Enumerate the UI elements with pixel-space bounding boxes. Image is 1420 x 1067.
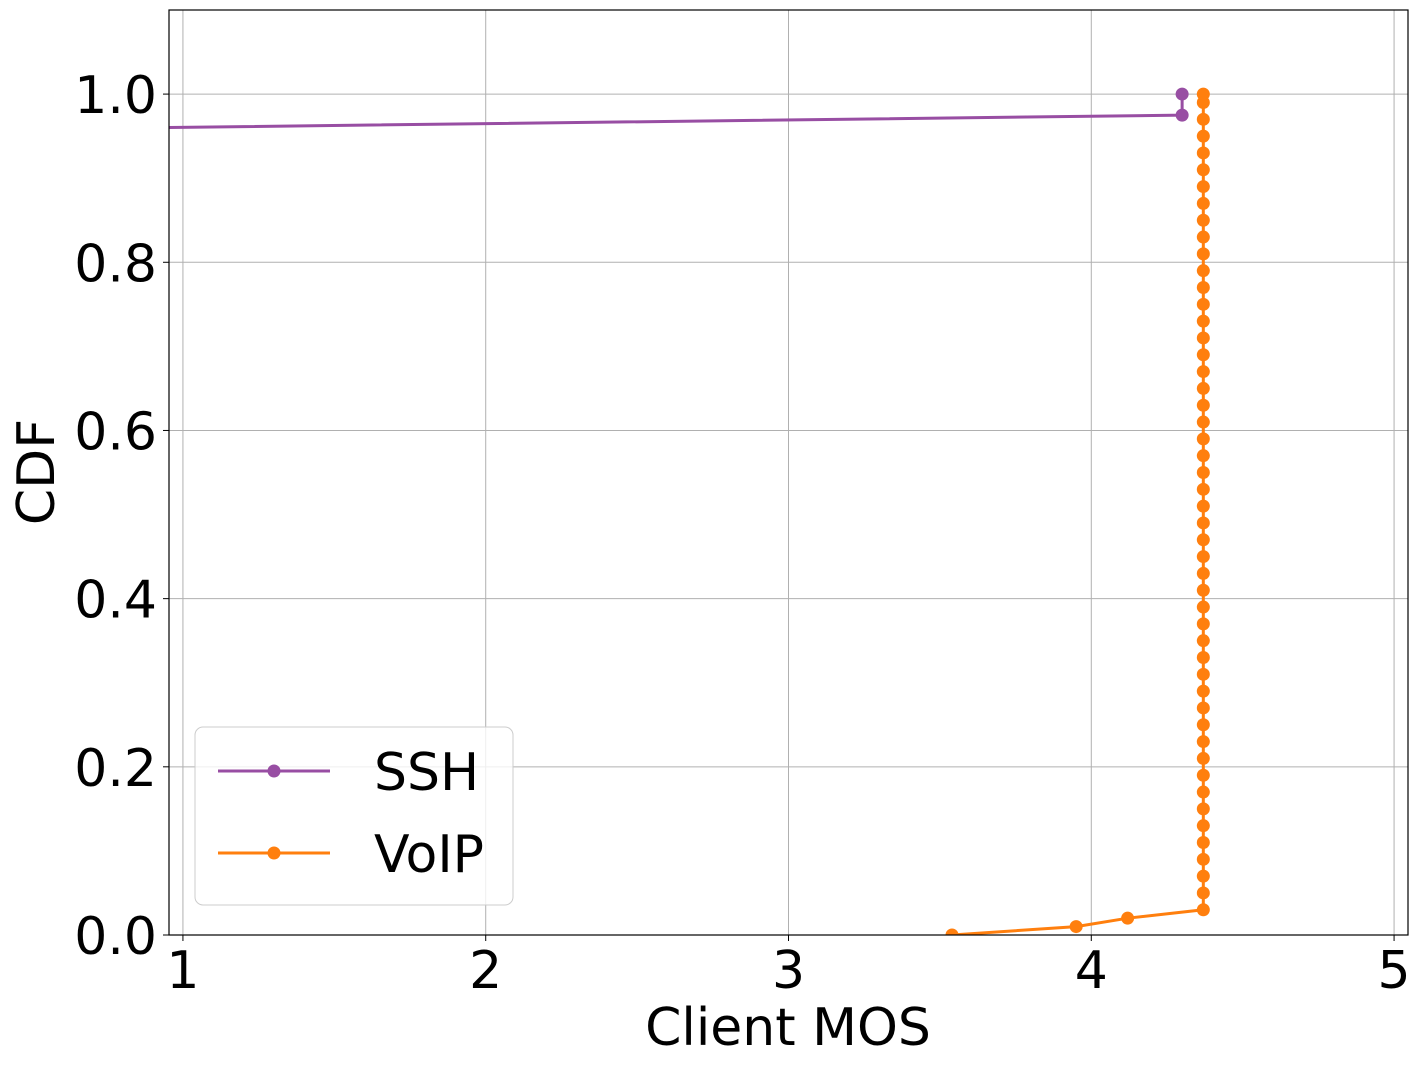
data-point bbox=[1196, 886, 1210, 900]
data-point bbox=[1196, 751, 1210, 765]
legend-label: VoIP bbox=[374, 825, 484, 885]
data-point bbox=[1196, 701, 1210, 715]
data-point bbox=[1196, 583, 1210, 597]
data-point bbox=[1196, 365, 1210, 379]
plot-area bbox=[169, 87, 1210, 935]
y-tick-label: 1.0 bbox=[74, 66, 157, 126]
data-point bbox=[1196, 129, 1210, 143]
data-point bbox=[1175, 108, 1189, 122]
y-axis-label: CDF bbox=[7, 419, 67, 525]
data-point bbox=[1196, 819, 1210, 833]
x-tick-label: 1 bbox=[166, 941, 199, 1001]
data-point bbox=[1196, 869, 1210, 883]
x-tick-label: 3 bbox=[772, 941, 805, 1001]
data-point bbox=[1196, 718, 1210, 732]
data-point bbox=[1196, 230, 1210, 244]
data-point bbox=[1196, 651, 1210, 664]
data-point bbox=[1196, 852, 1210, 866]
legend: SSH VoIP bbox=[194, 726, 514, 906]
data-point bbox=[1196, 415, 1210, 429]
data-point bbox=[1196, 533, 1210, 547]
data-point bbox=[1196, 87, 1210, 101]
legend-marker bbox=[267, 846, 281, 860]
legend-label: SSH bbox=[374, 743, 479, 803]
x-axis-label: Client MOS bbox=[645, 998, 931, 1058]
data-point bbox=[1196, 163, 1210, 177]
y-tick-label: 0.8 bbox=[74, 234, 157, 294]
data-point bbox=[1196, 550, 1210, 564]
data-point bbox=[1196, 617, 1210, 631]
data-point bbox=[1196, 432, 1210, 446]
data-point bbox=[1196, 802, 1210, 816]
data-point bbox=[1196, 516, 1210, 530]
legend-marker bbox=[267, 764, 281, 778]
y-tick-label: 0.2 bbox=[74, 739, 157, 799]
data-point bbox=[1196, 482, 1210, 496]
data-point bbox=[1196, 684, 1210, 698]
data-point bbox=[1196, 146, 1210, 160]
data-point bbox=[1196, 247, 1210, 261]
series-line bbox=[169, 94, 1184, 130]
data-point bbox=[1196, 785, 1210, 799]
data-point bbox=[1196, 499, 1210, 513]
data-point bbox=[1196, 634, 1210, 648]
data-point bbox=[1196, 264, 1210, 278]
data-point bbox=[1196, 903, 1210, 917]
data-point bbox=[1196, 331, 1210, 345]
data-point bbox=[1196, 314, 1210, 328]
series-line bbox=[951, 94, 1205, 935]
data-point bbox=[1069, 920, 1083, 934]
data-point bbox=[1196, 667, 1210, 681]
data-point bbox=[1196, 398, 1210, 412]
data-point bbox=[1196, 449, 1210, 463]
data-point bbox=[1196, 566, 1210, 580]
x-tick-label: 4 bbox=[1075, 941, 1108, 1001]
data-point bbox=[945, 928, 959, 935]
data-point bbox=[1196, 768, 1210, 782]
x-tick-label: 2 bbox=[469, 941, 502, 1001]
data-point bbox=[1196, 196, 1210, 210]
data-point bbox=[1121, 911, 1135, 925]
y-tick-label: 0.4 bbox=[74, 571, 157, 631]
data-point bbox=[1196, 600, 1210, 614]
data-point bbox=[1196, 348, 1210, 362]
y-tick-label: 0.0 bbox=[74, 907, 157, 967]
data-point bbox=[1196, 297, 1210, 311]
data-point bbox=[1196, 836, 1210, 849]
data-point bbox=[1196, 180, 1210, 194]
data-point bbox=[1196, 735, 1210, 749]
data-point bbox=[1196, 281, 1210, 294]
y-tick-label: 0.6 bbox=[74, 402, 157, 462]
data-point bbox=[1175, 87, 1189, 101]
data-point bbox=[1196, 381, 1210, 395]
x-tick-label: 5 bbox=[1378, 941, 1411, 1001]
data-point bbox=[1196, 112, 1210, 126]
data-point bbox=[1196, 213, 1210, 227]
data-point bbox=[1196, 466, 1210, 479]
